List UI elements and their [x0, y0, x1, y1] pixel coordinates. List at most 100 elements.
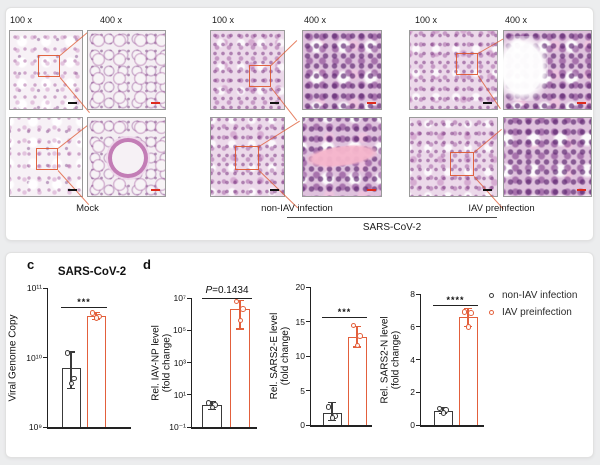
- y-tick-label: 0: [410, 420, 415, 430]
- data-point: [64, 350, 71, 357]
- group-label-iav: IAV preinfection: [468, 203, 535, 214]
- y-tick: [187, 426, 191, 428]
- bar: [86, 316, 106, 427]
- magnification-label: 400 x: [505, 15, 528, 25]
- histology-image-iav-400x-row1: [497, 30, 592, 110]
- scale-bar: [483, 189, 492, 191]
- callout-box: [450, 152, 474, 176]
- significance-line: [61, 307, 107, 309]
- error-bar-cap: [328, 401, 336, 403]
- histology-image-iav-100x-row1: [409, 30, 505, 110]
- error-bar-cap: [236, 328, 244, 330]
- y-tick-label: 10⁵: [173, 325, 186, 336]
- data-point: [436, 405, 443, 412]
- data-point: [205, 400, 212, 406]
- y-tick: [416, 293, 420, 295]
- histology-image-mock-100x-row1: [9, 30, 90, 114]
- magnification-label: 100 x: [10, 15, 33, 25]
- error-bar: [467, 308, 469, 327]
- panel-letter-c: c: [27, 257, 35, 272]
- legend-label-iav: IAV preinfection: [502, 306, 572, 318]
- error-bar-cap: [236, 299, 244, 302]
- legend-marker-noniav-circle: [489, 292, 494, 298]
- callout-box: [235, 146, 259, 170]
- significance-label: ***: [337, 307, 352, 317]
- sars-cov-2-bracket-line: [287, 217, 497, 218]
- scale-bar: [577, 189, 586, 191]
- error-bar-cap: [67, 351, 75, 353]
- y-tick: [187, 394, 191, 396]
- magnification-label: 100 x: [212, 15, 235, 25]
- y-tick-label: 20: [295, 282, 305, 292]
- x-axis: [310, 425, 372, 427]
- legend: non-IAV infection IAV preinfection: [489, 289, 577, 323]
- data-point: [89, 310, 96, 316]
- y-axis-title: Rel. SARS2-E level (fold change): [269, 312, 291, 400]
- legend-item-noniav: non-IAV infection: [489, 289, 577, 301]
- data-point: [240, 306, 246, 313]
- group-label-mock: Mock: [76, 203, 99, 214]
- scale-bar: [151, 189, 160, 191]
- data-point: [233, 298, 240, 305]
- data-point: [71, 375, 77, 382]
- histology-image-iav-100x-row2: [409, 117, 504, 210]
- y-axis-title: Viral Genome Copy: [7, 313, 18, 402]
- x-axis: [420, 425, 484, 427]
- y-tick-label: 10⁷: [173, 293, 186, 303]
- y-tick-label: 5: [300, 385, 305, 396]
- y-axis-title: Rel. SARS2-N level (fold change): [379, 315, 401, 404]
- x-axis: [191, 427, 257, 429]
- sars-cov-2-bracket-label: SARS-CoV-2: [362, 222, 422, 233]
- scale-bar: [367, 189, 376, 191]
- y-tick-label: 10³: [173, 357, 186, 368]
- histology-image-mock-400x-row1: [87, 30, 166, 110]
- data-point: [468, 310, 474, 316]
- significance-label: ****: [446, 295, 465, 305]
- error-bar-cap: [464, 308, 472, 310]
- legend-label-noniav: non-IAV infection: [502, 289, 578, 301]
- y-tick: [187, 362, 191, 363]
- scale-bar: [151, 102, 160, 104]
- callout-box: [249, 65, 271, 87]
- y-tick: [306, 286, 310, 288]
- histology-image-iav-400x-row2: [503, 117, 592, 197]
- error-bar: [239, 300, 241, 329]
- y-tick: [416, 424, 420, 426]
- error-bar: [331, 402, 333, 421]
- y-tick: [306, 390, 310, 391]
- histology-image-noniav-400x-row2: [302, 117, 382, 197]
- y-tick-label: 10¹⁰: [26, 352, 42, 363]
- y-tick-label: 8: [410, 289, 415, 299]
- data-point: [237, 317, 244, 324]
- y-tick: [43, 426, 47, 428]
- error-bar-cap: [353, 325, 361, 327]
- significance-line: [322, 317, 367, 319]
- histology-image-mock-400x-row2: [87, 117, 166, 197]
- y-tick-label: 10¹: [173, 389, 186, 400]
- scale-bar: [483, 102, 492, 104]
- data-point: [93, 315, 100, 321]
- callout-box: [456, 53, 478, 75]
- error-bar-cap: [67, 387, 75, 389]
- y-tick: [43, 357, 47, 358]
- y-tick: [416, 326, 420, 328]
- magnification-label: 400 x: [304, 15, 327, 25]
- data-point: [68, 380, 75, 387]
- y-tick: [306, 321, 310, 322]
- y-tick-label: 0: [300, 420, 305, 430]
- error-bar: [356, 326, 358, 348]
- data-point: [209, 404, 216, 411]
- y-tick: [306, 424, 310, 426]
- y-axis-title: Rel. IAV-NP level (fold change): [150, 324, 172, 401]
- y-tick-label: 6: [410, 321, 415, 332]
- bar: [458, 316, 478, 425]
- scale-bar: [68, 189, 77, 191]
- magnification-label: 400 x: [100, 15, 123, 25]
- y-tick: [43, 287, 47, 289]
- data-point: [465, 323, 472, 330]
- bar: [347, 336, 367, 425]
- x-axis: [47, 427, 131, 429]
- legend-marker-iav-circle: [489, 309, 494, 315]
- histology-image-noniav-100x-row2: [210, 117, 300, 209]
